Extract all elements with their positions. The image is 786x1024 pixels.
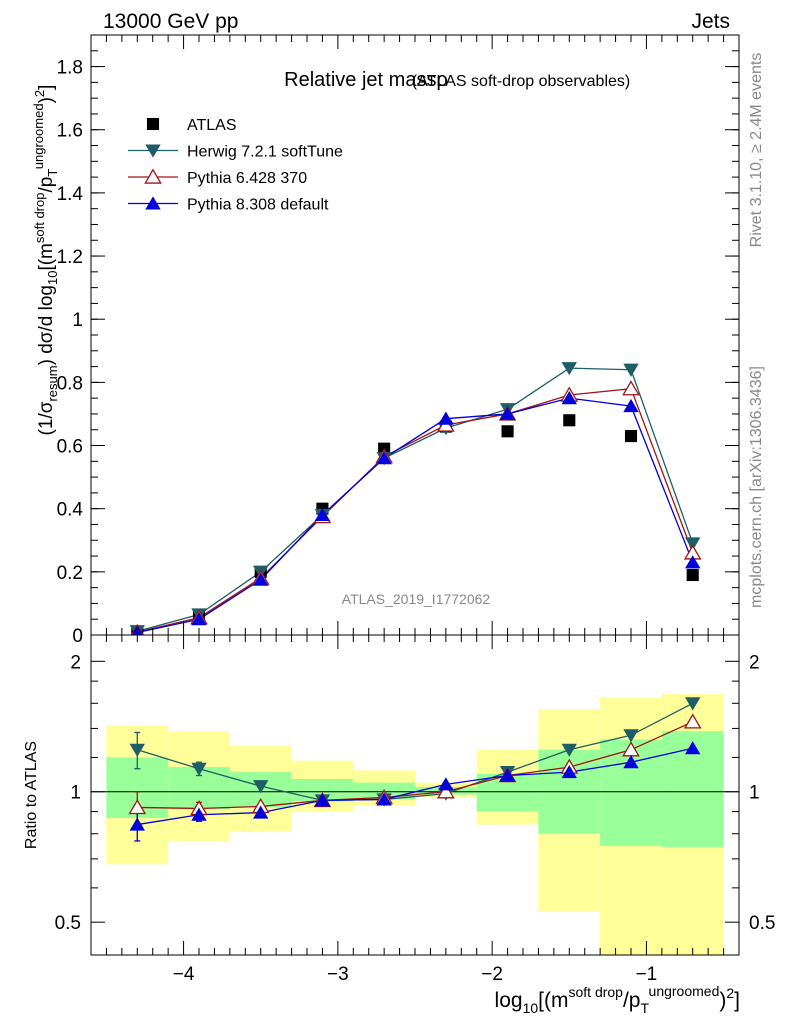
main-axes: 0 0.2 0.4 0.6 0.8 1 1.2 1.4 1.6 1.8 (57, 34, 740, 647)
ratio-point-s2-7 (561, 764, 577, 779)
ratio-point-s1-0 (128, 798, 147, 815)
ratio-point-s2-4 (376, 792, 392, 806)
x-tick-label: −1 (636, 964, 658, 985)
main-ytick-label: 0.2 (57, 563, 83, 584)
main-point-s3-9 (685, 555, 701, 569)
main-point-s0-7 (563, 414, 576, 427)
main-point-s1-9 (685, 537, 701, 551)
main-point-s0-8 (624, 430, 638, 443)
legend-label-3: Pythia 8.308 default (187, 197, 329, 214)
main-ytick-label: 1.6 (57, 121, 83, 142)
ratio-point-s2-2 (253, 805, 269, 819)
main-point-s1-7 (561, 362, 577, 376)
ratio-point-s0-2 (253, 780, 269, 794)
rivet-version-label: Rivet 3.1.10, ≥ 2.4M events (748, 53, 765, 248)
legend: ATLAS Herwig 7.2.1 softTune Pythia 6.428 3… (128, 117, 343, 214)
main-panel: 0 0.2 0.4 0.6 0.8 1 1.2 1.4 1.6 1.8 Relative jet … (31, 34, 740, 647)
main-ytick-label: 1 (72, 310, 83, 331)
legend-marker-1 (145, 144, 161, 158)
main-series-line-3 (137, 397, 694, 634)
legend-label-1: Herwig 7.2.1 softTune (187, 144, 343, 161)
main-point-s1-8 (623, 363, 639, 377)
chart-subtitle: (ATLAS soft-drop observables) (412, 73, 630, 90)
ratio-point-s2-3 (314, 793, 331, 807)
ratio-data-layer (91, 694, 739, 955)
main-series-line-1 (137, 367, 694, 632)
main-point-s3-6 (499, 406, 516, 420)
ratio-point-s1-5 (437, 783, 455, 799)
ratio-ytick-label-left: 0.5 (55, 913, 81, 934)
main-point-s3-3 (314, 507, 331, 522)
ratio-point-s0-9 (685, 697, 701, 711)
analysis-watermark: ATLAS_2019_I1772062 (342, 591, 491, 607)
main-point-s0-9 (686, 568, 699, 582)
ratio-ytick-label-left: 1 (70, 783, 81, 804)
main-ytick-label: 0 (72, 626, 83, 647)
x-tick-label: −4 (173, 964, 195, 985)
main-ytick-label: 0.8 (57, 373, 83, 394)
ratio-point-s2-1 (191, 807, 207, 821)
ratio-point-s2-5 (438, 777, 454, 791)
ratio-point-s2-9 (685, 741, 701, 755)
main-ytick-label: 1.2 (57, 247, 83, 268)
main-ytick-label: 0.6 (57, 437, 83, 458)
ratio-ytick-label-right: 1 (749, 783, 760, 804)
legend-marker-2 (144, 168, 162, 184)
header-energy-label: 13000 GeV pp (103, 10, 238, 33)
main-point-s3-2 (253, 572, 269, 586)
ratio-axes: 0.5 0.5 1 1 2 2 −4 −3 −2 −1 (55, 635, 775, 985)
ratio-point-s2-8 (623, 755, 639, 769)
main-series-line-2 (137, 387, 694, 633)
ratio-y-axis-label: Ratio to ATLAS (23, 741, 40, 849)
main-data-layer (129, 362, 702, 635)
legend-label-2: Pythia 6.428 370 (187, 170, 307, 187)
ratio-ytick-label-right: 0.5 (749, 913, 775, 934)
header-process-label: Jets (691, 10, 730, 33)
main-ytick-label: 0.4 (57, 500, 84, 521)
main-ytick-label: 1.8 (57, 58, 83, 79)
ratio-series-line-1 (137, 721, 693, 810)
ratio-series-line-0 (137, 702, 694, 802)
ratio-point-s0-0 (129, 743, 145, 757)
ratio-panel: 0.5 0.5 1 1 2 2 −4 −3 −2 −1 Ratio to ATLAS (23, 634, 775, 985)
ratio-point-s0-1 (191, 762, 207, 776)
ratio-series-line-2 (137, 747, 693, 826)
mcplots-source-label: mcplots.cern.ch [arXiv:1306.3436] (748, 366, 765, 608)
x-tick-label: −3 (327, 964, 349, 985)
main-point-s0-6 (501, 425, 514, 438)
ratio-point-s1-9 (683, 713, 702, 729)
legend-marker-0 (146, 117, 160, 131)
ratio-point-s2-0 (129, 817, 145, 831)
ratio-point-s0-7 (561, 743, 577, 757)
legend-label-0: ATLAS (187, 117, 237, 134)
x-tick-label: −2 (481, 964, 503, 985)
x-axis-label: log10[(msoft drop/pTungroomed)2] (495, 983, 740, 1016)
legend-marker-3 (145, 196, 161, 210)
main-ytick-label: 1.4 (57, 184, 84, 205)
ratio-band-inner-3 (291, 779, 354, 802)
main-y-axis-label: (1/σresum) dσ/d log10[(msoft drop/pTungr… (31, 85, 60, 436)
ratio-ytick-label-right: 2 (749, 652, 760, 673)
main-point-s3-5 (438, 411, 454, 425)
main-point-s3-4 (376, 451, 392, 465)
main-point-s3-8 (623, 398, 639, 413)
ratio-point-s2-6 (499, 768, 516, 782)
ratio-ytick-label-left: 2 (70, 652, 81, 673)
main-point-s3-7 (561, 391, 577, 405)
ratio-point-s0-8 (623, 729, 639, 743)
main-point-s2-8 (622, 380, 640, 396)
chart-title: Relative jet massρ (284, 69, 448, 91)
main-point-s3-1 (191, 612, 207, 626)
